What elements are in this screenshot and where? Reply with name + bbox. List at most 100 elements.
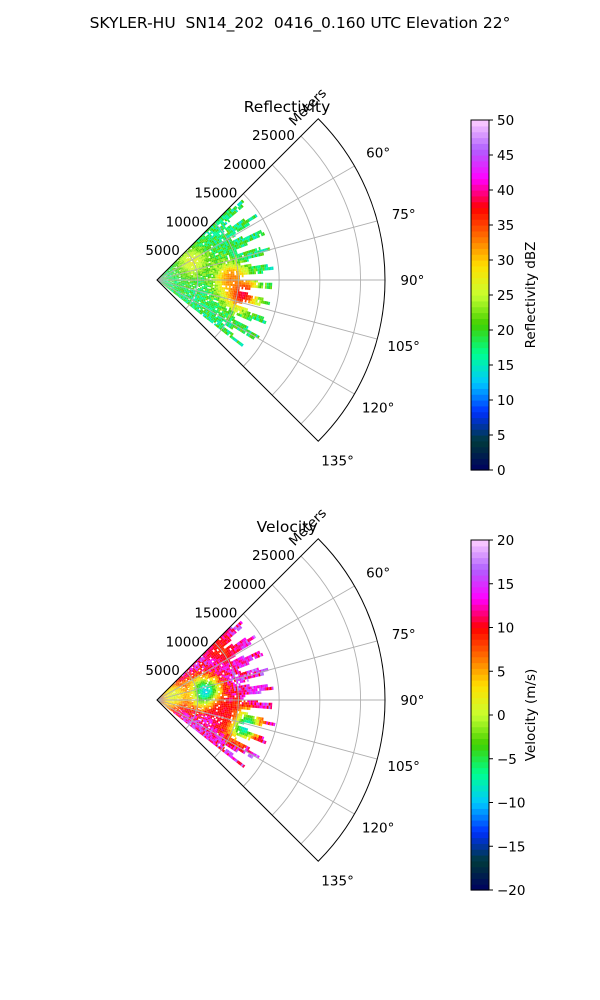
colorbar-segment [471, 866, 489, 874]
colorbar: −20 −15 −10 −5 0 5 10 15 20 Velocity (m/s) [470, 533, 539, 899]
colorbar-segment [471, 540, 489, 547]
r-tick-label: 25000 [252, 128, 295, 144]
colorbar-segment [471, 820, 489, 827]
colorbar-tick-label: 15 [497, 577, 514, 593]
colorbar-segment [471, 715, 489, 722]
colorbar-segment [471, 785, 489, 792]
panel-title: Velocity [257, 518, 318, 536]
r-tick-label: 10000 [166, 214, 209, 230]
colorbar-segment [471, 808, 489, 815]
colorbar-segment [471, 219, 489, 226]
colorbar-segment [471, 755, 489, 763]
colorbar-segment [471, 860, 489, 868]
colorbar-segment [471, 376, 489, 384]
colorbar-segment [471, 178, 489, 185]
colorbar-tick-label: 5 [497, 428, 506, 444]
colorbar-tick-label: 20 [497, 323, 514, 339]
theta-tick-label: 75° [392, 627, 416, 643]
colorbar-segment [471, 662, 489, 669]
colorbar-tick-label: 45 [497, 148, 514, 164]
sector-frame [156, 538, 386, 862]
azimuth-spoke-105 [156, 699, 378, 760]
colorbar-segment [471, 458, 489, 465]
colorbar-segment [471, 855, 489, 862]
colorbar-segment [471, 283, 489, 290]
colorbar-segment [471, 300, 489, 308]
colorbar-segment [471, 656, 489, 664]
colorbar-segment [471, 814, 489, 821]
colorbar-segment [471, 230, 489, 238]
r-tick-label: 5000 [145, 663, 179, 679]
colorbar-segment [471, 703, 489, 710]
azimuth-spoke-120 [156, 279, 355, 395]
colorbar-segment [471, 872, 489, 879]
colorbar-segment [471, 143, 489, 150]
colorbar-segment [471, 172, 489, 179]
colorbar-segment [471, 680, 489, 687]
colorbar-tick-label: 0 [497, 708, 506, 724]
colorbar-segment [471, 324, 489, 331]
colorbar-tick-label: 10 [497, 393, 514, 409]
colorbar: 0 5 10 15 20 25 30 35 40 45 50 Reflectivity dBZ [470, 113, 539, 479]
theta-tick-label: 105° [387, 339, 420, 355]
colorbar-segment [471, 295, 489, 302]
colorbar-segment [471, 849, 489, 856]
colorbar-segment [471, 265, 489, 273]
colorbar-label: Reflectivity dBZ [523, 242, 539, 349]
colorbar-segment [471, 831, 489, 839]
colorbar-segment [471, 254, 489, 261]
colorbar-segment [471, 440, 489, 448]
colorbar-segment [471, 166, 489, 174]
colorbar-segment [471, 195, 489, 203]
chart-panel-reflectivity: Reflectivity500010000150002000025000Mete… [145, 85, 539, 479]
colorbar-segment [471, 184, 489, 191]
colorbar-segment [471, 773, 489, 780]
azimuth-spoke-60 [156, 585, 355, 701]
colorbar-segment [471, 569, 489, 576]
colorbar-segment [471, 452, 489, 459]
colorbar-tick-label: 5 [497, 664, 506, 680]
colorbar-segment [471, 621, 489, 629]
azimuth-spoke-120 [156, 699, 355, 815]
colorbar-segment [471, 627, 489, 634]
colorbar-segment [471, 248, 489, 255]
colorbar-tick-label: 30 [497, 253, 514, 269]
colorbar-segment [471, 878, 489, 885]
colorbar-segment [471, 580, 489, 588]
colorbar-segment [471, 160, 489, 168]
colorbar-segment [471, 330, 489, 337]
figure-title: SKYLER-HU SN14_202 0416_0.160 UTC Elevat… [89, 14, 511, 32]
colorbar-segment [471, 394, 489, 401]
azimuth-spoke-75 [156, 220, 378, 281]
r-tick-label: 20000 [223, 577, 266, 593]
colorbar-segment [471, 353, 489, 360]
colorbar-segment [471, 137, 489, 144]
theta-tick-label: 120° [362, 821, 395, 837]
colorbar-segment [471, 359, 489, 366]
colorbar-segment [471, 236, 489, 244]
azimuth-spoke-60 [156, 165, 355, 281]
colorbar-segment [471, 318, 489, 325]
colorbar-segment [471, 335, 489, 343]
colorbar-segment [471, 365, 489, 372]
colorbar-segment [471, 242, 489, 249]
colorbar-segment [471, 604, 489, 611]
sector-frame [156, 118, 386, 442]
colorbar-segment [471, 750, 489, 757]
colorbar-segment [471, 125, 489, 133]
colorbar-tick-label: 15 [497, 358, 514, 374]
colorbar-segment [471, 592, 489, 599]
r-tick-label: 15000 [194, 186, 237, 202]
colorbar-segment [471, 586, 489, 594]
theta-tick-label: 60° [366, 145, 390, 161]
colorbar-label: Velocity (m/s) [523, 669, 539, 762]
colorbar-segment [471, 190, 489, 197]
colorbar-segment [471, 598, 489, 605]
colorbar-segment [471, 306, 489, 314]
colorbar-segment [471, 796, 489, 804]
colorbar-segment [471, 790, 489, 798]
colorbar-segment [471, 639, 489, 646]
colorbar-segment [471, 837, 489, 844]
colorbar-segment [471, 120, 489, 127]
colorbar-tick-label: −15 [497, 839, 526, 855]
